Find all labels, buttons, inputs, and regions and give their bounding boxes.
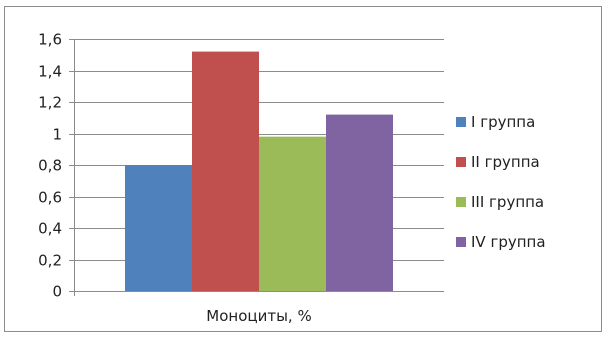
bars xyxy=(125,51,393,291)
legend-swatch-3 xyxy=(456,197,466,207)
y-tick-label: 1,4 xyxy=(38,63,62,81)
bar-1 xyxy=(125,165,192,291)
y-tick-label: 1,6 xyxy=(38,31,62,49)
legend-label-1: I группа xyxy=(471,113,535,131)
legend-swatch-1 xyxy=(456,117,466,127)
bar-chart: 0 0,2 0,4 0,6 0,8 1 1,2 1,4 1,6 Моноциты, % I гр… xyxy=(38,31,546,326)
x-category-label: Моноциты, % xyxy=(206,307,311,325)
legend-swatch-2 xyxy=(456,157,466,167)
bar-2 xyxy=(192,51,259,291)
y-axis-ticks: 0 0,2 0,4 0,6 0,8 1 1,2 1,4 1,6 xyxy=(38,31,74,301)
bar-3 xyxy=(259,136,326,291)
chart-frame: 0 0,2 0,4 0,6 0,8 1 1,2 1,4 1,6 Моноциты, % I гр… xyxy=(4,6,602,332)
y-tick-label: 0,4 xyxy=(38,220,62,238)
y-tick-label: 0,2 xyxy=(38,252,62,270)
y-tick-label: 0,8 xyxy=(38,157,62,175)
legend-label-4: IV группа xyxy=(471,233,546,251)
y-tick-label: 0,6 xyxy=(38,189,62,207)
y-tick-label: 1 xyxy=(52,126,62,144)
legend-label-3: III группа xyxy=(471,193,544,211)
y-tick-label: 1,2 xyxy=(38,94,62,112)
legend: I группа II группа III группа IV группа xyxy=(456,113,546,251)
legend-label-2: II группа xyxy=(471,153,540,171)
bar-4 xyxy=(326,114,393,291)
legend-swatch-4 xyxy=(456,237,466,247)
y-tick-label: 0 xyxy=(52,283,62,301)
